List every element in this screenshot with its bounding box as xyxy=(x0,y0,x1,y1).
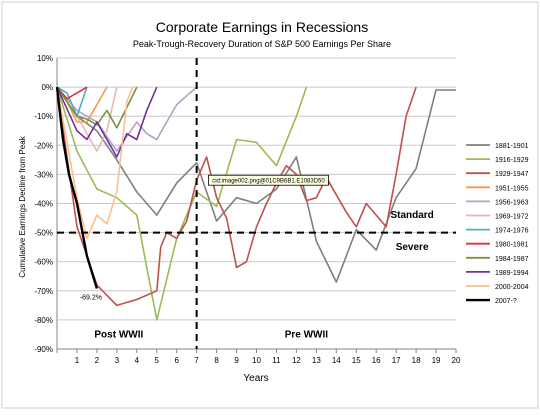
y-tick-label: 0% xyxy=(41,83,53,92)
legend-label: 1974-1976 xyxy=(495,228,529,235)
y-axis-label: Cumulative Earnings Decline from Peak xyxy=(18,135,27,277)
y-tick-label: 10% xyxy=(37,54,53,63)
x-tick-label: 2 xyxy=(95,356,100,365)
y-tick-label: -70% xyxy=(34,287,53,296)
x-tick-label: 9 xyxy=(234,356,239,365)
x-tick-label: 12 xyxy=(292,356,301,365)
legend-label: 1881-1901 xyxy=(495,143,529,150)
x-tick-label: 19 xyxy=(432,356,441,365)
annotation-label: Pre WWII xyxy=(285,329,329,340)
chart-frame xyxy=(1,1,539,409)
series-lines xyxy=(55,86,456,321)
y-tick-label: -10% xyxy=(34,112,53,121)
annotation-label: Standard xyxy=(390,210,433,221)
y-tick-label: -30% xyxy=(34,170,53,179)
x-tick-label: 7 xyxy=(194,356,199,365)
annotation-label: cid:image002.png@01C9B6B1.E1083D50 xyxy=(212,179,325,185)
legend-label: 1929-1947 xyxy=(495,171,529,178)
series-line-1974-1976 xyxy=(56,86,88,117)
reference-lines xyxy=(57,58,456,349)
legend-label: 1951-1955 xyxy=(495,185,529,192)
y-tick-label: -40% xyxy=(34,200,53,209)
y-tick-label: -80% xyxy=(34,316,53,325)
x-tick-label: 4 xyxy=(135,356,140,365)
legend-label: 1956-1963 xyxy=(495,199,529,206)
legend-label: 2007-? xyxy=(495,298,517,305)
axes: 10% 0% -10% -20% -30% -40% -50% -60% -70% -80% -90… xyxy=(34,54,461,365)
legend-label: 1980-1981 xyxy=(495,242,529,249)
series-line-1980-1981 xyxy=(56,86,88,100)
x-tick-label: 10 xyxy=(252,356,261,365)
x-tick-label: 16 xyxy=(372,356,381,365)
x-tick-label: 6 xyxy=(174,356,179,365)
annotation-label: Post WWII xyxy=(94,329,143,340)
legend: 1881-1901 1916-1929 1929-1947 1951-1955 1956… xyxy=(466,143,529,305)
x-tick-label: 14 xyxy=(332,356,341,365)
y-tick-label: -60% xyxy=(34,258,53,267)
legend-label: 1916-1929 xyxy=(495,157,529,164)
x-tick-label: 11 xyxy=(272,356,281,365)
x-tick-label: 5 xyxy=(155,356,160,365)
series-line-1916-1929 xyxy=(56,86,308,321)
legend-label: 2000-2004 xyxy=(495,284,529,291)
x-tick-label: 8 xyxy=(214,356,219,365)
legend-label: 1989-1994 xyxy=(495,270,529,277)
legend-label: 1984-1987 xyxy=(495,256,529,263)
x-tick-label: 17 xyxy=(392,356,401,365)
chart-subtitle: Peak-Trough-Recovery Duration of S&P 500… xyxy=(133,39,391,49)
y-tick-label: -50% xyxy=(34,229,53,238)
annotation-label: -69.2% xyxy=(80,295,102,302)
series-line-1956-1963 xyxy=(56,86,198,152)
series-line-1881-1901 xyxy=(56,86,456,283)
chart-title: Corporate Earnings in Recessions xyxy=(156,19,368,35)
series-line-1929-1947 xyxy=(56,86,417,307)
y-tick-label: -20% xyxy=(34,141,53,150)
annotation-box xyxy=(208,174,329,186)
x-tick-label: 15 xyxy=(352,356,361,365)
x-tick-label: 3 xyxy=(115,356,120,365)
legend-label: 1969-1972 xyxy=(495,214,529,221)
annotations: -69.2% Standard Severe Post WWII Pre WWII cid… xyxy=(80,174,434,340)
series-line-2000-2004 xyxy=(56,86,134,240)
series-line-1989-1994 xyxy=(56,86,158,158)
x-axis-label: Years xyxy=(243,373,268,384)
x-tick-label: 20 xyxy=(452,356,461,365)
x-tick-label: 18 xyxy=(412,356,421,365)
annotation-label: Severe xyxy=(396,242,429,253)
y-tick-label: -90% xyxy=(34,345,53,354)
x-tick-label: 1 xyxy=(75,356,80,365)
x-tick-label: 13 xyxy=(312,356,321,365)
series-line-2007 xyxy=(55,86,99,289)
